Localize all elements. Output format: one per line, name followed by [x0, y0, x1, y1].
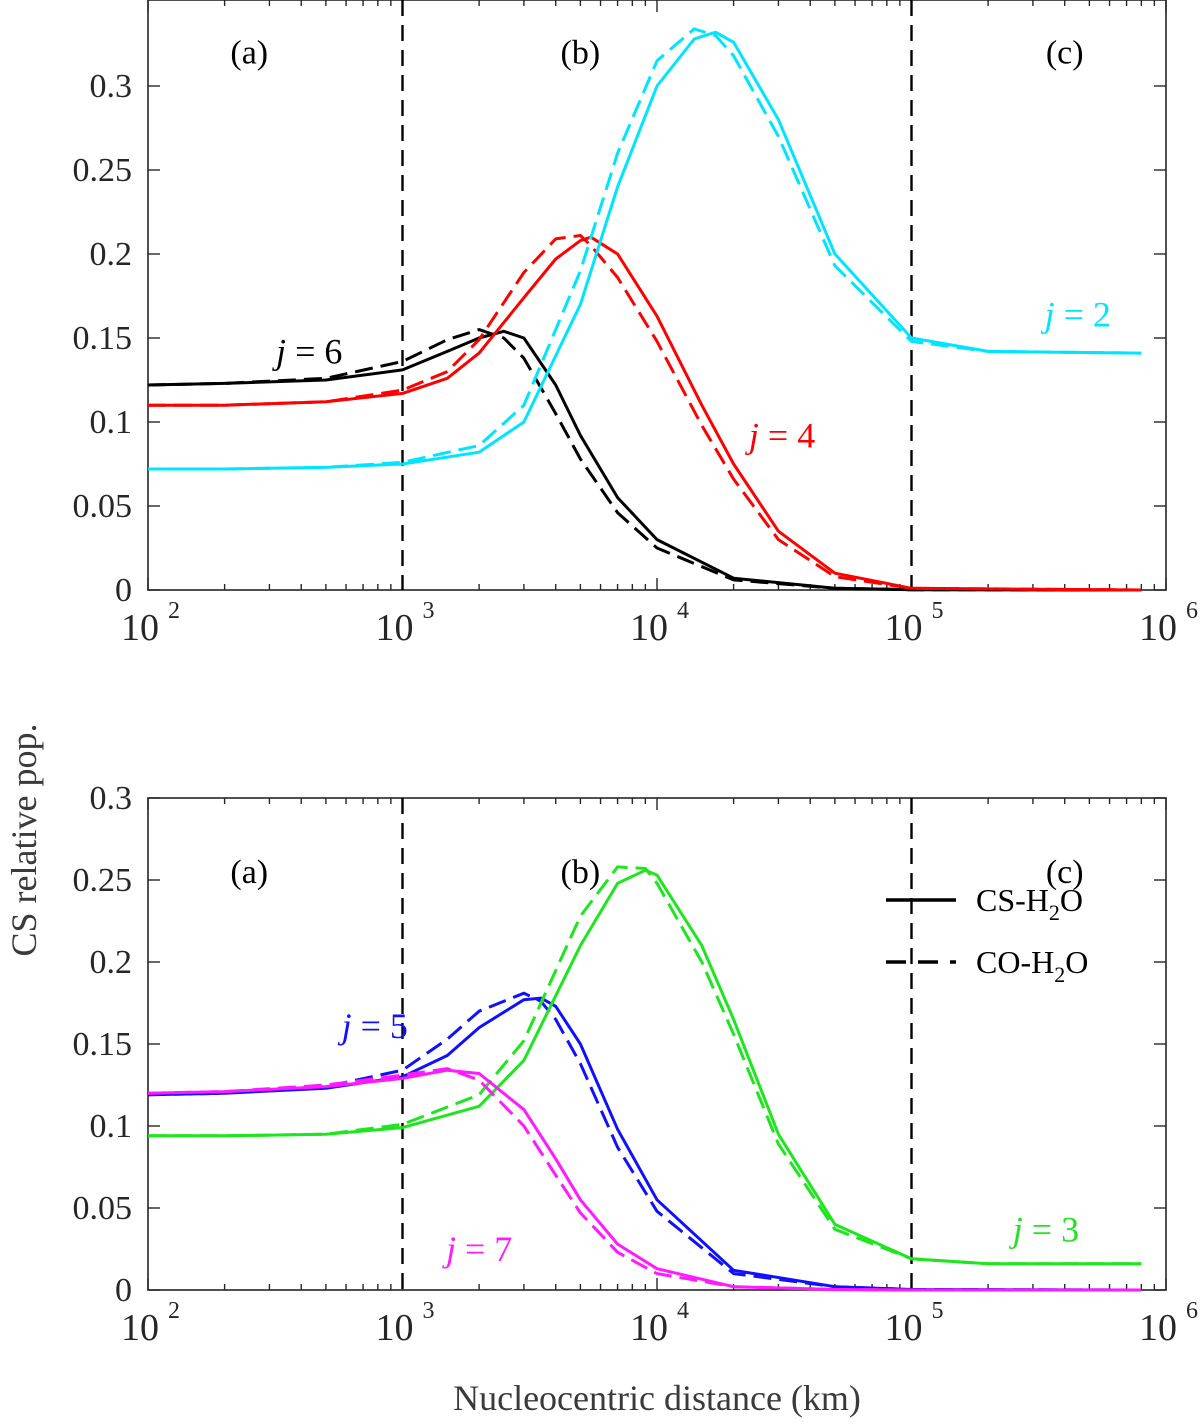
- bottom-y-tick-label: 0.3: [90, 780, 133, 817]
- top-series-j2-solid-line: [148, 30, 1142, 471]
- top-x-tick-exponent: 5: [932, 598, 944, 624]
- bottom-x-tick-exponent: 4: [677, 1298, 689, 1324]
- top-panel: 0 0.05 0.1 0.15 0.2 0.25 0.3 10 2 10 3 10 4 10 5 10 6 (a)…: [73, 0, 1198, 649]
- bottom-x-tick-label: 10: [376, 1307, 414, 1349]
- top-y-tick-label: 0.15: [73, 320, 133, 357]
- top-x-tick-label: 10: [630, 607, 668, 649]
- top-x-tick-label: 10: [885, 607, 923, 649]
- top-series-j4-dashed-line: [148, 234, 1142, 592]
- legend-label-text: O: [1060, 882, 1083, 918]
- top-y-tick-label: 0: [115, 572, 132, 609]
- bottom-series-label: j = 3: [1009, 1209, 1079, 1249]
- legend-label-subscript: 2: [1054, 962, 1065, 987]
- top-y-tick-label: 0.2: [90, 236, 133, 273]
- top-region-label: (a): [230, 34, 268, 71]
- series-label-j: j: [745, 415, 759, 455]
- top-region-label: (b): [561, 34, 601, 71]
- top-x-tick-label: 10: [376, 607, 414, 649]
- bottom-y-tick-label: 0.05: [73, 1190, 133, 1227]
- series-label-j: j: [442, 1229, 456, 1269]
- bottom-y-tick-label: 0.15: [73, 1026, 133, 1063]
- legend-dashed-label: CO-H2O: [976, 944, 1088, 987]
- legend-label-text: CS-H: [976, 882, 1049, 918]
- series-label-j: j: [1009, 1209, 1023, 1249]
- legend-label-text: O: [1065, 944, 1088, 980]
- bottom-series-label: j = 5: [338, 1006, 408, 1046]
- bottom-series-j7-solid-line: [147, 1068, 1142, 1292]
- series-label-value: = 6: [286, 331, 342, 371]
- bottom-x-tick-exponent: 3: [423, 1298, 435, 1324]
- x-axis-label: Nucleocentric distance (km): [453, 1378, 861, 1418]
- series-label-value: = 5: [352, 1006, 408, 1046]
- bottom-series-j5-dashed-line: [147, 991, 1142, 1292]
- series-label-value: = 4: [759, 415, 815, 455]
- bottom-region-label: (c): [1046, 854, 1084, 891]
- series-label-j: j: [338, 1006, 352, 1046]
- top-series-label: j = 4: [745, 415, 815, 455]
- top-y-tick-label: 0.25: [73, 152, 133, 189]
- top-series-label: j = 2: [1041, 294, 1111, 334]
- bottom-panel: 0 0.05 0.1 0.15 0.2 0.25 0.3 10 2 10 3 10 4 10 5 10 6 (a)…: [73, 780, 1199, 1349]
- bottom-x-tick-label: 10: [885, 1307, 923, 1349]
- bottom-series-j3-solid-line: [148, 868, 1142, 1266]
- bottom-y-tick-label: 0.25: [73, 862, 133, 899]
- series-label-value: = 3: [1023, 1209, 1079, 1249]
- bottom-region-label: (a): [230, 854, 268, 891]
- bottom-x-tick-exponent: 6: [1186, 1298, 1198, 1324]
- legend-label-subscript: 2: [1049, 900, 1060, 925]
- bottom-x-tick-label: 10: [630, 1307, 668, 1349]
- bottom-x-tick-exponent: 2: [168, 1298, 180, 1324]
- top-y-tick-label: 0.05: [73, 488, 133, 525]
- top-x-tick-label: 10: [121, 607, 159, 649]
- top-series-label: j = 6: [272, 331, 342, 371]
- top-region-label: (c): [1046, 34, 1084, 71]
- bottom-y-tick-label: 0: [115, 1272, 132, 1309]
- series-label-j: j: [272, 331, 286, 371]
- series-label-j: j: [1041, 294, 1055, 334]
- top-y-tick-label: 0.3: [90, 68, 133, 105]
- legend-label-text: CO-H: [976, 944, 1054, 980]
- bottom-series-j5-solid-line: [147, 996, 1142, 1292]
- bottom-x-tick-label: 10: [1139, 1307, 1177, 1349]
- y-axis-label: CS relative pop.: [4, 724, 44, 957]
- bottom-x-tick-exponent: 5: [932, 1298, 944, 1324]
- top-x-tick-exponent: 4: [677, 598, 689, 624]
- top-series-j2-dashed-line: [148, 27, 1142, 471]
- series-label-value: = 7: [456, 1229, 512, 1269]
- bottom-x-tick-label: 10: [121, 1307, 159, 1349]
- bottom-series-j3-dashed-line: [148, 865, 1142, 1266]
- top-x-tick-exponent: 2: [168, 598, 180, 624]
- bottom-series-j7-dashed-line: [147, 1067, 1142, 1292]
- top-x-tick-exponent: 3: [423, 598, 435, 624]
- bottom-series-label: j = 7: [442, 1229, 512, 1269]
- top-x-tick-exponent: 6: [1186, 598, 1198, 624]
- series-label-value: = 2: [1055, 294, 1111, 334]
- bottom-region-label: (b): [561, 854, 601, 891]
- top-y-tick-label: 0.1: [90, 404, 133, 441]
- bottom-y-tick-label: 0.1: [90, 1108, 133, 1145]
- top-x-tick-label: 10: [1139, 607, 1177, 649]
- legend-solid-label: CS-H2O: [976, 882, 1083, 925]
- bottom-y-tick-label: 0.2: [90, 944, 133, 981]
